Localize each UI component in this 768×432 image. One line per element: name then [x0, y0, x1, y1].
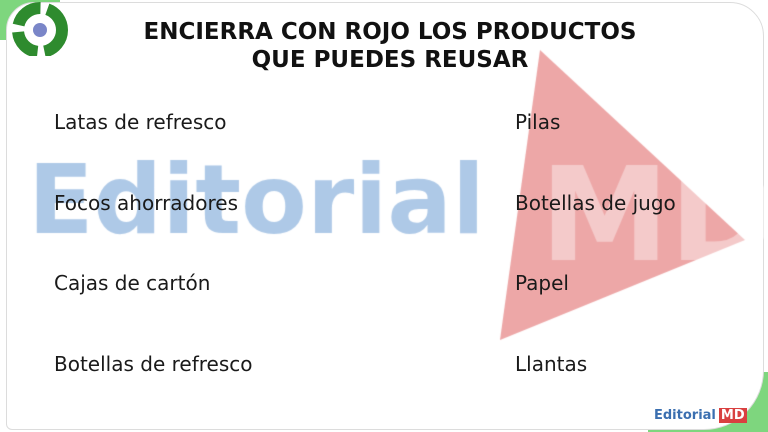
list-item: Latas de refresco — [54, 110, 227, 134]
title-line-1: ENCIERRA CON ROJO LOS PRODUCTOS — [143, 19, 637, 45]
page-title: ENCIERRA CON ROJO LOS PRODUCTOS QUE PUED… — [90, 18, 690, 74]
list-item: Papel — [515, 271, 569, 295]
list-item: Pilas — [515, 110, 561, 134]
footer-logo-word: Editorial — [654, 408, 716, 423]
list-item: Llantas — [515, 352, 588, 376]
list-item: Cajas de cartón — [54, 271, 211, 295]
footer-logo: Editorial MD — [654, 408, 747, 423]
list-item: Botellas de refresco — [54, 352, 253, 376]
list-item: Focos ahorradores — [54, 191, 238, 215]
title-line-2: QUE PUEDES REUSAR — [251, 47, 529, 73]
footer-logo-mark: MD — [718, 408, 747, 423]
list-item: Botellas de jugo — [515, 191, 676, 215]
